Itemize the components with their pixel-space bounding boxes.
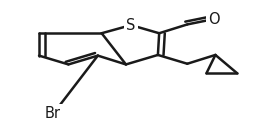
Text: Br: Br [45, 106, 61, 121]
Text: O: O [208, 12, 220, 26]
Text: S: S [126, 18, 136, 33]
